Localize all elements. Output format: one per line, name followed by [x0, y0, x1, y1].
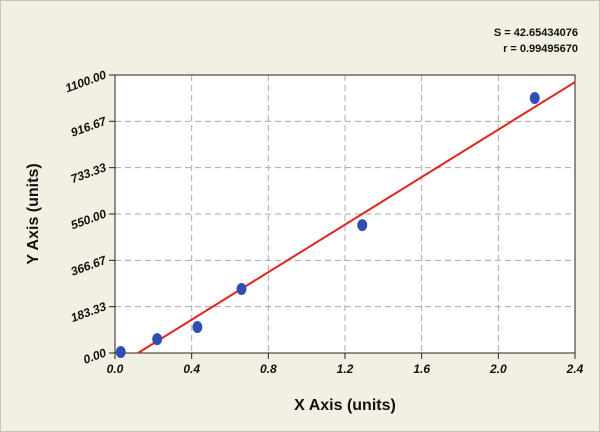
- x-tick-label: 0.8: [260, 362, 277, 376]
- plot-frame: [114, 74, 576, 354]
- data-point: [192, 320, 203, 333]
- fit-line: [137, 81, 576, 354]
- x-tick-label: 2.0: [489, 362, 507, 376]
- x-tick-label: 1.6: [413, 362, 430, 376]
- x-tick-label: 0.4: [183, 362, 200, 376]
- data-point: [115, 345, 126, 358]
- annotation: S = 42.65434076: [494, 27, 578, 39]
- y-axis-title: Y Axis (units): [25, 163, 42, 264]
- x-axis-title: X Axis (units): [294, 397, 396, 414]
- x-tick-label: 2.4: [566, 362, 584, 376]
- x-tick-label: 1.2: [337, 362, 354, 376]
- data-point: [529, 91, 540, 104]
- data-point: [357, 219, 368, 232]
- data-point: [152, 333, 163, 346]
- x-tick-label: 0.0: [107, 362, 124, 376]
- annotation: r = 0.99495670: [503, 43, 578, 55]
- data-point: [236, 283, 247, 296]
